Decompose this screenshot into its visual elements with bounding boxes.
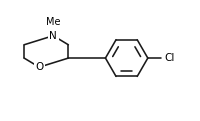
Text: O: O (35, 62, 43, 72)
Text: Me: Me (46, 17, 60, 27)
Text: Cl: Cl (163, 53, 173, 63)
Text: N: N (49, 31, 57, 41)
